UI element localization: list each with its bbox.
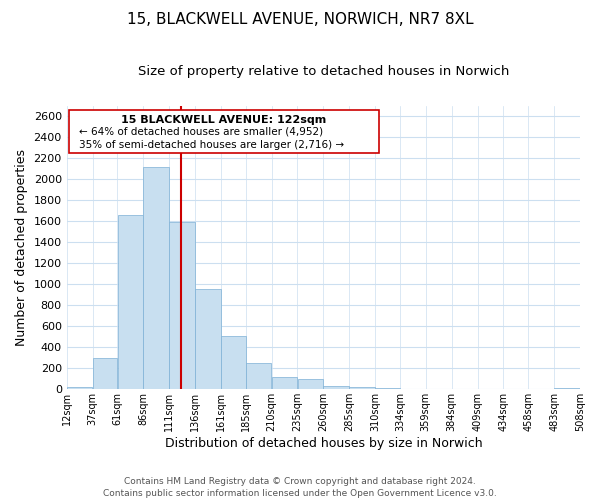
Bar (221, 336, 245, 390)
Text: 15 BLACKWELL AVENUE: 122sqm: 15 BLACKWELL AVENUE: 122sqm (121, 115, 326, 125)
Title: Size of property relative to detached houses in Norwich: Size of property relative to detached ho… (137, 65, 509, 78)
Y-axis label: Number of detached properties: Number of detached properties (15, 149, 28, 346)
Bar (195, 289, 221, 390)
Text: 15, BLACKWELL AVENUE, NORWICH, NR7 8XL: 15, BLACKWELL AVENUE, NORWICH, NR7 8XL (127, 12, 473, 28)
Text: ← 64% of detached houses are smaller (4,952): ← 64% of detached houses are smaller (4,… (79, 126, 323, 136)
Bar (118, 215, 143, 390)
Bar (554, 388, 580, 390)
Bar (298, 380, 323, 390)
Bar (169, 222, 195, 390)
Text: 35% of semi-detached houses are larger (2,716) →: 35% of semi-detached houses are larger (… (79, 140, 344, 150)
Bar (246, 363, 271, 390)
Bar (323, 386, 349, 390)
Bar (143, 166, 169, 390)
Bar (67, 387, 92, 390)
Bar (375, 388, 400, 390)
X-axis label: Distribution of detached houses by size in Norwich: Distribution of detached houses by size … (164, 437, 482, 450)
Bar (92, 358, 117, 390)
Text: Contains HM Land Registry data © Crown copyright and database right 2024.
Contai: Contains HM Land Registry data © Crown c… (103, 476, 497, 498)
Bar (69, 110, 379, 153)
Bar (349, 387, 375, 390)
Bar (272, 376, 298, 390)
